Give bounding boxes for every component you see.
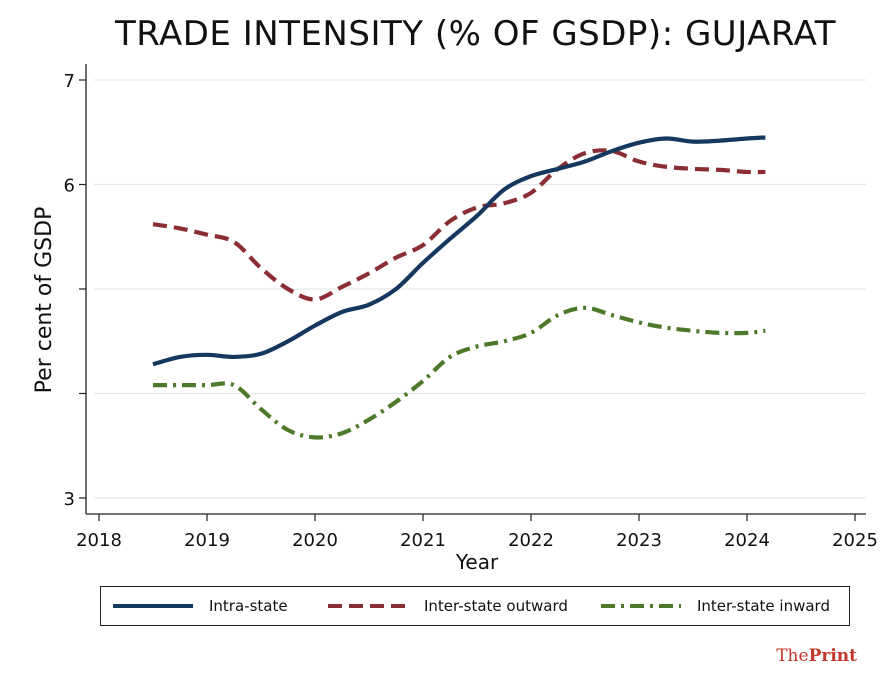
legend-label: Intra-state [209,597,288,615]
x-tick-label: 2019 [184,530,230,551]
legend: Intra-state Inter-state outward Inter-st… [100,586,850,626]
legend-swatch-inter-state-outward [328,604,408,608]
legend-swatch-intra-state [113,604,193,608]
x-tick-label: 2022 [508,530,554,551]
x-tick-label: 2018 [76,530,122,551]
series-line-intra-state [152,135,766,367]
legend-label: Inter-state outward [424,597,568,615]
x-tick-label: 2024 [724,530,770,551]
legend-swatch-inter-state-inward [601,604,681,608]
series-line-inter-state-inward [152,305,766,440]
chart-title: TRADE INTENSITY (% OF GSDP): GUJARAT [114,14,837,54]
x-axis-label: Year [455,550,499,574]
line-chart: 2018 2019 2020 2021 2022 2023 2024 2025 3 6 7 Yea… [32,64,878,574]
logo-prefix: The [776,646,809,666]
logo-brand: Print [808,646,857,666]
legend-item-intra-state: Intra-state [111,587,288,625]
axes [79,64,866,521]
grid-lines [94,79,866,499]
series-line-inter-state-outward [152,148,766,302]
x-tick-labels: 2018 2019 2020 2021 2022 2023 2024 2025 [76,530,878,551]
y-tick-label: 3 [64,489,75,510]
x-tick-label: 2023 [616,530,662,551]
legend-label: Inter-state inward [697,597,830,615]
x-tick-label: 2021 [400,530,446,551]
legend-item-inter-state-outward: Inter-state outward [326,587,568,625]
legend-item-inter-state-inward: Inter-state inward [599,587,830,625]
y-axis-label: Per cent of GSDP [32,207,57,394]
series-lines [152,135,766,440]
x-tick-label: 2025 [832,530,878,551]
y-tick-label: 7 [64,71,75,92]
x-tick-label: 2020 [292,530,338,551]
y-tick-label: 6 [64,176,75,197]
y-tick-labels: 3 6 7 [64,71,75,510]
theprint-logo: ThePrint [776,646,857,666]
